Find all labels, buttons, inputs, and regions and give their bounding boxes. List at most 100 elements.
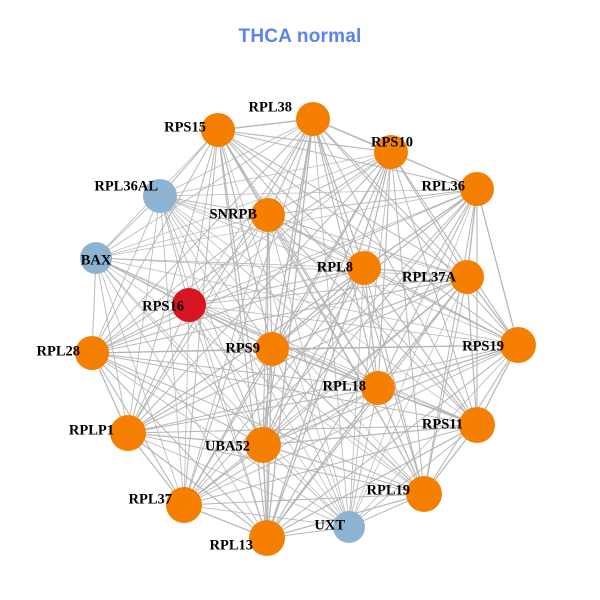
network-node-rpl28[interactable] (75, 336, 109, 370)
network-node-rpl8[interactable] (347, 251, 381, 285)
network-edge (271, 267, 365, 350)
node-label-bax: BAX (81, 252, 112, 268)
network-edge (266, 424, 478, 539)
network-edge (312, 118, 350, 528)
network-edge (127, 195, 161, 434)
network-edge (188, 276, 468, 306)
network-edge (95, 257, 425, 495)
network-edge (91, 151, 392, 354)
network-edge (127, 118, 314, 434)
network-node-rps15[interactable] (201, 113, 235, 147)
network-edge (262, 444, 425, 495)
node-label-rps10: RPS10 (371, 134, 413, 150)
network-edge (159, 195, 519, 346)
network-node-rpl36al[interactable] (143, 179, 177, 213)
network-edge (95, 257, 379, 389)
network-edge (423, 188, 478, 495)
network-edge (159, 195, 273, 350)
node-label-rplp1: RPLP1 (69, 422, 114, 438)
network-edge (95, 151, 392, 259)
network-edge (91, 352, 264, 446)
network-edge (267, 214, 365, 269)
network-edge (267, 214, 425, 495)
network-edge (267, 151, 392, 216)
node-label-uxt: UXT (314, 517, 345, 533)
network-node-rps16[interactable] (172, 288, 206, 322)
network-edge (267, 214, 273, 350)
network-edge (217, 129, 273, 350)
network-edge (262, 424, 478, 446)
network-node-snrpb[interactable] (251, 198, 285, 232)
network-node-rpl36[interactable] (460, 172, 494, 206)
network-edge (95, 257, 129, 434)
network-edge (266, 188, 478, 539)
network-edge (262, 267, 365, 446)
network-edge (266, 267, 365, 539)
network-edge (95, 188, 478, 259)
network-edge (127, 214, 269, 434)
network-edge (217, 129, 478, 190)
network-edge (188, 151, 392, 306)
network-node-rps11[interactable] (459, 407, 495, 443)
network-edge (271, 348, 425, 495)
network-edge (217, 129, 468, 278)
network-edge (188, 304, 264, 446)
network-edge (188, 304, 350, 528)
network-edge (183, 387, 379, 506)
network-edge (262, 276, 468, 446)
network-node-rpl19[interactable] (406, 476, 442, 512)
network-edge (348, 344, 519, 528)
network-node-uxt[interactable] (333, 511, 365, 543)
network-edge (183, 304, 190, 506)
network-edge (127, 432, 350, 528)
network-edge (262, 387, 379, 446)
node-label-rps9: RPS9 (225, 340, 260, 356)
network-edge (159, 151, 392, 197)
node-label-rpl38: RPL38 (249, 99, 293, 115)
network-edge (91, 129, 219, 354)
network-edge (91, 267, 365, 354)
network-node-rpl37a[interactable] (450, 260, 484, 294)
network-edge (159, 195, 379, 389)
network-edge (183, 129, 219, 506)
network-node-rpl18[interactable] (361, 371, 395, 405)
network-node-rpl13[interactable] (249, 520, 285, 556)
network-edge (183, 214, 269, 506)
network-edge (348, 276, 468, 528)
network-edge (91, 118, 314, 354)
node-label-rps15: RPS15 (164, 119, 206, 135)
network-edge (217, 129, 379, 389)
network-edge (363, 151, 392, 269)
network-edge (312, 118, 365, 269)
network-edge (188, 304, 478, 426)
network-edge (95, 257, 268, 539)
network-edge (127, 151, 392, 434)
network-edge (377, 387, 425, 495)
network-edge (183, 348, 273, 506)
figure-title: THCA normal (238, 26, 362, 47)
network-edge (159, 195, 365, 269)
network-edge (267, 118, 314, 216)
network-node-rpl38[interactable] (296, 102, 330, 136)
network-node-rpl37[interactable] (166, 487, 202, 523)
network-node-rplp1[interactable] (110, 415, 146, 451)
network-node-rps19[interactable] (500, 327, 536, 363)
network-edge (266, 118, 314, 539)
network-edge (95, 257, 185, 506)
node-label-rpl8: RPL8 (317, 259, 353, 275)
network-edge (271, 118, 314, 350)
network-edge (91, 276, 468, 354)
network-edge (348, 267, 365, 528)
network-node-rps9[interactable] (255, 332, 289, 366)
network-edge (377, 344, 519, 389)
network-edge (159, 195, 478, 426)
network-edge (217, 129, 365, 269)
network-edge (188, 304, 425, 495)
network-node-uba52[interactable] (245, 427, 281, 463)
network-node-rps10[interactable] (374, 135, 408, 169)
network-edge (348, 424, 478, 528)
network-node-bax[interactable] (80, 242, 112, 274)
network-edge (217, 129, 519, 346)
network-edge (159, 195, 269, 216)
network-edge (348, 387, 379, 528)
